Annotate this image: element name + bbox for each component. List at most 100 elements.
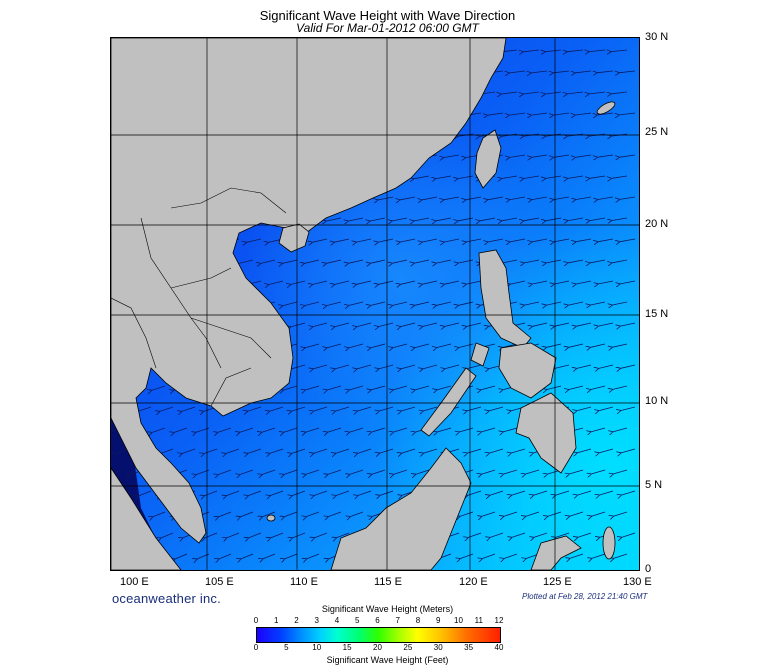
wave-arrow <box>292 406 306 411</box>
wave-arrow <box>577 406 592 411</box>
meter-tick-label: 11 <box>474 616 483 625</box>
wave-arrow <box>394 469 408 474</box>
wave-arrow <box>424 406 438 411</box>
wave-arrow <box>372 469 386 474</box>
wave-arrow <box>139 490 152 496</box>
wave-arrow <box>599 364 614 368</box>
wave-arrow <box>577 322 592 326</box>
wave-arrow <box>313 322 328 327</box>
wave-arrow <box>249 490 262 496</box>
sumatra <box>111 467 182 570</box>
colorbar-title-feet: Significant Wave Height (Feet) <box>326 655 449 665</box>
wave-arrow <box>393 301 408 305</box>
wave-arrow <box>182 406 196 411</box>
wave-arrow <box>555 322 570 326</box>
lat-label-15n: 15 N <box>645 308 669 320</box>
wave-arrow <box>467 364 482 369</box>
wave-arrow <box>161 532 174 538</box>
feet-tick-label: 0 <box>253 643 259 652</box>
wave-arrow <box>524 259 540 263</box>
wave-arrow <box>174 427 188 432</box>
wave-arrow <box>328 427 342 432</box>
wave-arrow <box>161 448 174 454</box>
wave-arrow <box>504 427 518 432</box>
wave-arrow <box>247 238 262 242</box>
wave-arrow <box>305 301 320 306</box>
wave-arrow <box>546 50 562 52</box>
wave-arrow <box>394 427 408 432</box>
sulawesi <box>530 535 582 570</box>
wave-arrow <box>218 427 232 432</box>
wave-arrow <box>576 238 592 242</box>
wave-arrow <box>612 92 628 94</box>
wave-arrow <box>401 322 416 327</box>
wave-arrow <box>349 259 364 263</box>
wave-arrow <box>578 448 592 453</box>
wave-arrow <box>422 196 438 200</box>
wave-arrow <box>358 448 372 453</box>
wave-arrow <box>576 280 592 284</box>
wave-arrow <box>621 322 636 326</box>
wave-arrow <box>554 112 570 115</box>
wave-arrow <box>598 196 614 200</box>
wave-arrow <box>556 490 570 495</box>
wave-arrow <box>466 238 482 242</box>
wave-arrow <box>569 385 584 390</box>
wave-arrow <box>578 490 592 495</box>
wave-arrow <box>524 217 540 221</box>
meter-tick-label: 7 <box>395 616 400 625</box>
wave-arrow <box>414 217 430 221</box>
feet-tick-label: 25 <box>403 643 413 652</box>
wave-arrow <box>306 385 320 390</box>
wave-arrow <box>524 91 540 94</box>
wave-arrow <box>569 301 584 305</box>
wave-arrow <box>482 511 496 516</box>
meter-tick-label: 3 <box>314 616 319 625</box>
wave-arrow <box>613 427 628 432</box>
wave-arrow <box>400 196 416 200</box>
wave-arrow <box>592 553 606 558</box>
wave-arrow <box>598 238 614 242</box>
visayas <box>498 342 557 399</box>
wave-arrow <box>351 511 364 517</box>
wave-arrow <box>490 532 504 537</box>
wave-arrow <box>488 112 504 115</box>
wave-arrow <box>327 217 342 221</box>
meter-tick-label: 6 <box>375 616 380 625</box>
wave-arrow <box>306 427 320 432</box>
wave-arrow <box>380 448 394 453</box>
borders <box>111 187 287 407</box>
lon-label-120e: 120 E <box>459 576 488 588</box>
wave-arrow <box>328 385 342 390</box>
wave-arrow <box>305 343 320 348</box>
wave-arrow <box>591 385 606 390</box>
meter-tick-label: 12 <box>494 616 504 625</box>
wave-arrow <box>555 280 570 284</box>
wave-arrow <box>239 259 254 263</box>
wave-arrow <box>416 469 430 474</box>
wave-arrow <box>329 511 342 517</box>
wave-arrow <box>284 427 298 432</box>
wave-arrow <box>599 406 614 411</box>
wave-arrow <box>554 238 570 242</box>
wave-arrow <box>313 238 328 242</box>
wave-arrow <box>512 490 526 495</box>
feet-tick-label: 40 <box>494 643 504 652</box>
wave-arrow <box>305 259 320 263</box>
wave-arrow <box>532 154 548 157</box>
wave-arrow <box>371 343 386 348</box>
wave-arrow <box>578 532 592 537</box>
wave-arrow <box>620 71 636 73</box>
wave-arrow <box>314 448 328 453</box>
wave-arrow <box>614 553 628 558</box>
wave-arrow <box>598 154 614 157</box>
wave-arrow <box>269 280 284 285</box>
wave-arrow <box>336 490 350 495</box>
wave-arrow <box>525 301 540 305</box>
wave-arrow <box>393 259 408 263</box>
wave-arrow <box>613 385 628 389</box>
lon-label-105e: 105 E <box>205 576 234 588</box>
wave-arrow <box>285 553 298 559</box>
wave-arrow <box>504 553 518 558</box>
wave-arrow <box>590 259 606 263</box>
